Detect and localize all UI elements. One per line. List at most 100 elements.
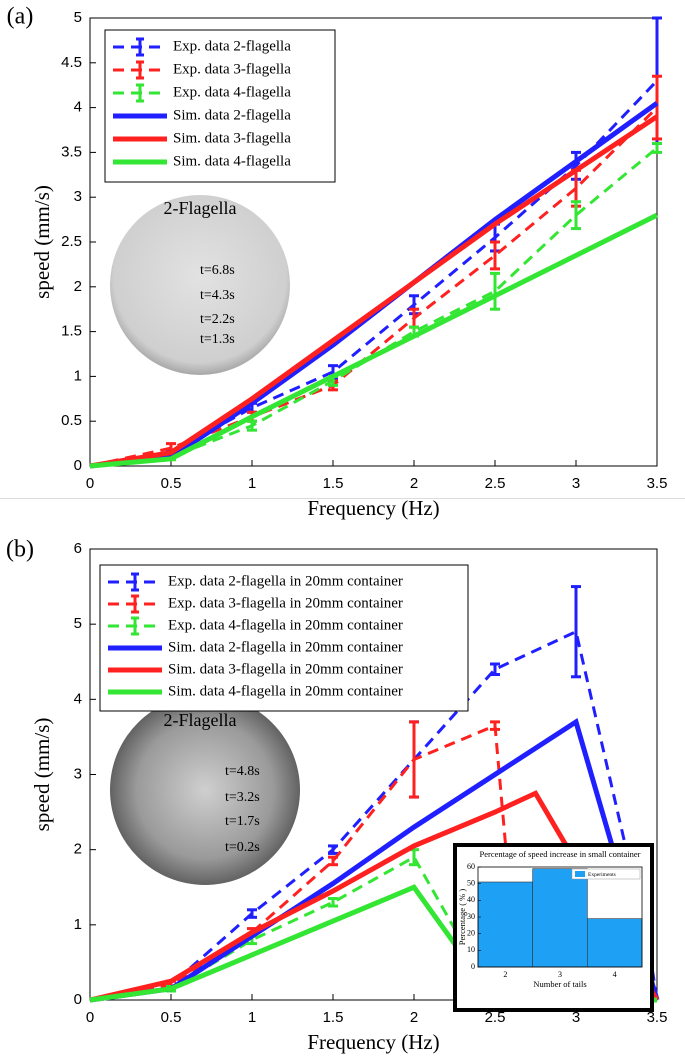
x-tick-label: 0	[86, 475, 94, 492]
panel-label: (a)	[7, 4, 34, 30]
legend-errorbar	[136, 83, 144, 103]
y-tick-label: 0	[74, 991, 82, 1008]
y-tick-label: 3.5	[61, 143, 82, 160]
x-tick-label: 4	[613, 970, 617, 979]
x-tick-label: 3.5	[647, 1009, 668, 1026]
legend-label: Exp. data 4-flagella in 20mm container	[168, 617, 403, 633]
y-tick-label: 1.5	[61, 323, 82, 340]
x-tick-label: 0.5	[161, 1009, 182, 1026]
y-tick-label: 5	[74, 615, 82, 632]
legend-errorbar	[136, 60, 144, 80]
y-tick-label: 10	[467, 945, 475, 954]
legend-label: Exp. data 4-flagella	[173, 84, 291, 100]
x-tick-label: 2.5	[485, 475, 506, 492]
y-tick-label: 2.5	[61, 233, 82, 250]
error-bar	[490, 720, 500, 731]
y-tick-label: 2	[74, 841, 82, 858]
y-tick-label: 4.5	[61, 54, 82, 71]
y-tick-label: 20	[467, 928, 475, 937]
legend-label: Sim. data 2-flagella	[173, 107, 291, 123]
legend-errorbar	[136, 37, 144, 57]
bar	[532, 868, 588, 968]
y-tick-label: 4	[74, 99, 82, 116]
error-bar	[571, 200, 581, 231]
bar	[587, 918, 643, 968]
legend-errorbar	[131, 616, 139, 636]
inset-label: t=0.2s	[225, 840, 260, 855]
inset-image	[110, 695, 300, 885]
x-tick-label: 3	[558, 970, 562, 979]
legend-errorbar	[131, 572, 139, 592]
x-tick-label: 1	[248, 1009, 256, 1026]
legend-box	[99, 564, 469, 712]
inset-label: t=3.2s	[225, 790, 260, 805]
legend-errorbar	[131, 594, 139, 614]
series-line	[89, 855, 497, 1002]
x-tick-label: 2	[410, 1009, 418, 1026]
inset-label: t=4.8s	[225, 764, 260, 779]
x-tick-label: 2.5	[485, 1009, 506, 1026]
legend-label: Exp. data 3-flagella	[173, 61, 291, 77]
inset-label: t=2.2s	[200, 312, 235, 327]
error-bar	[652, 74, 662, 141]
error-bar	[490, 271, 500, 311]
y-tick-label: 50	[467, 878, 475, 887]
legend-box	[571, 868, 641, 880]
y-tick-label: 5	[74, 9, 82, 26]
error-bar	[409, 720, 419, 799]
y-tick-label: 2	[74, 278, 82, 295]
y-tick-label: 40	[467, 895, 475, 904]
y-tick-label: 30	[467, 912, 475, 921]
x-axis-label: Frequency (Hz)	[307, 496, 439, 520]
error-bar	[247, 908, 257, 919]
y-tick-label: 3	[74, 188, 82, 205]
y-tick-label: 3	[74, 765, 82, 782]
x-tick-label: 3	[572, 475, 580, 492]
error-bar	[490, 240, 500, 271]
y-tick-label: 0	[74, 457, 82, 474]
x-tick-label: 0	[86, 1009, 94, 1026]
legend-label: Exp. data 2-flagella in 20mm container	[168, 573, 403, 589]
legend-label: Exp. data 3-flagella in 20mm container	[168, 595, 403, 611]
inset-label: t=6.8s	[200, 263, 235, 278]
y-tick-label: 60	[467, 862, 475, 871]
inset-label: t=1.7s	[225, 814, 260, 829]
legend-label: Sim. data 3-flagella	[173, 130, 291, 146]
y-axis-label: speed (mm/s)	[30, 718, 54, 832]
inset-label: t=1.3s	[200, 332, 235, 347]
x-tick-label: 3.5	[647, 475, 668, 492]
y-axis-label: speed (mm/s)	[30, 185, 54, 299]
error-bar	[490, 662, 500, 677]
legend-label: Sim. data 4-flagella	[173, 153, 291, 169]
series-line	[89, 717, 660, 1003]
x-tick-label: 3	[572, 1009, 580, 1026]
error-bar	[328, 897, 338, 908]
y-axis-label: Percentage ( % )	[457, 889, 467, 946]
inset-title: 2-Flagella	[164, 710, 237, 730]
error-bar	[328, 844, 338, 855]
inset-chart-title: Percentage of speed increase in small co…	[480, 849, 641, 859]
x-tick-label: 0.5	[161, 475, 182, 492]
separator	[0, 498, 685, 499]
legend-label: Sim. data 4-flagella in 20mm container	[168, 683, 403, 699]
y-tick-label: 0.5	[61, 412, 82, 429]
error-bar	[328, 855, 338, 867]
y-tick-label: 6	[74, 540, 82, 557]
error-bar	[652, 141, 662, 154]
inset-label: t=4.3s	[200, 288, 235, 303]
legend-label: Experiments	[588, 872, 616, 878]
error-bar	[409, 307, 419, 329]
panel-label: (b)	[6, 537, 34, 563]
y-tick-label: 1	[74, 916, 82, 933]
error-bar	[571, 585, 581, 679]
y-tick-label: 1	[74, 367, 82, 384]
x-axis-label: Number of tails	[533, 979, 586, 989]
x-tick-label: 1	[248, 475, 256, 492]
series-line	[89, 790, 660, 1003]
legend-label: Sim. data 2-flagella in 20mm container	[168, 639, 403, 655]
y-tick-label: 4	[74, 690, 82, 707]
bar	[477, 881, 533, 968]
inset-image	[110, 195, 290, 375]
